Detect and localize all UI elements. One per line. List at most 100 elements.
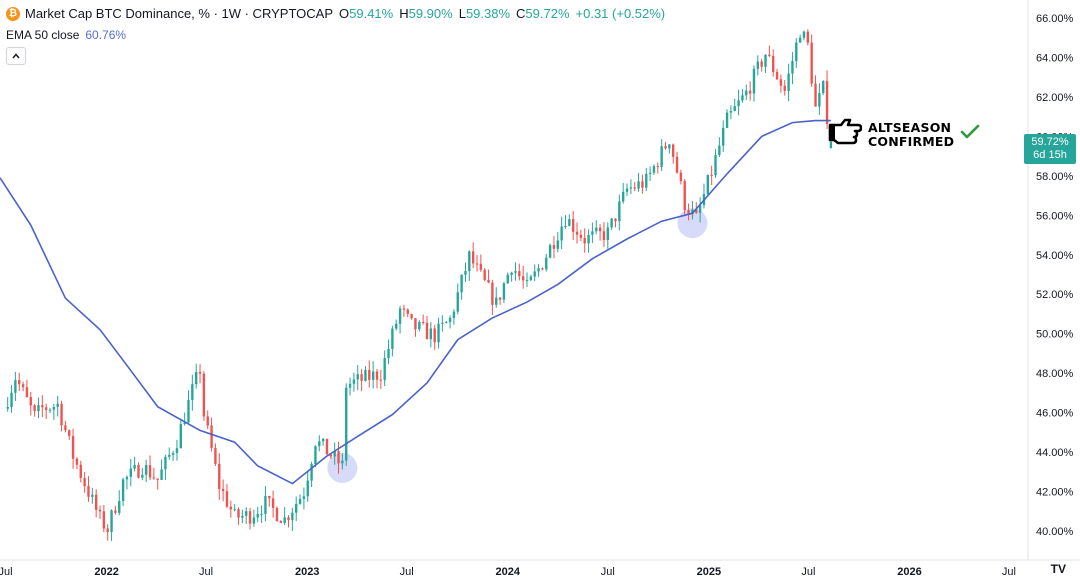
candle-body: [410, 313, 413, 319]
ema-line: [0, 119, 831, 485]
chevron-up-icon[interactable]: [6, 47, 26, 65]
candle-body: [171, 453, 175, 455]
candle-body: [691, 209, 694, 215]
candle-body: [602, 231, 606, 241]
candle-body: [733, 106, 736, 111]
candle-body: [525, 280, 529, 282]
candle-body: [345, 387, 348, 461]
candle-body: [560, 226, 563, 241]
candle-body: [648, 172, 652, 174]
candle-body: [791, 61, 794, 74]
candle-body: [706, 174, 710, 195]
low-value: 59.38%: [465, 6, 511, 21]
candle-body: [360, 374, 363, 381]
y-tick-label: 62.00%: [1036, 92, 1074, 104]
ema-legend[interactable]: EMA 50 close 60.76%: [6, 28, 126, 42]
candle-body: [352, 379, 356, 384]
candle-body: [483, 269, 486, 280]
candle-body: [421, 322, 425, 324]
x-tick-label: Jul: [1002, 566, 1016, 578]
candle-body: [56, 403, 59, 407]
candle-body: [529, 276, 533, 281]
candle-body: [321, 438, 325, 442]
candle-body: [498, 297, 502, 300]
candle-body: [664, 146, 667, 149]
candle-body: [695, 209, 698, 213]
candle-body: [121, 479, 125, 502]
candle-body: [337, 451, 340, 464]
candle-body: [218, 463, 221, 489]
candle-body: [194, 371, 198, 385]
candle-body: [25, 387, 29, 398]
x-tick-label: Jul: [0, 566, 13, 578]
candle-body: [552, 245, 556, 249]
altseason-annotation: ALTSEASON CONFIRMED: [828, 117, 980, 152]
candle-body: [652, 166, 656, 173]
candle-body: [179, 424, 182, 449]
y-tick-label: 42.00%: [1036, 487, 1074, 499]
candle-body: [645, 173, 648, 188]
candle-body: [379, 379, 383, 381]
candle-body: [402, 308, 406, 310]
candle-body: [252, 517, 256, 524]
candles: [6, 29, 833, 541]
candle-body: [318, 441, 321, 447]
candle-body: [598, 227, 602, 232]
candle-body: [629, 187, 633, 189]
y-tick-label: 64.00%: [1036, 52, 1074, 64]
candle-body: [437, 323, 440, 343]
candle-body: [398, 308, 402, 324]
candle-body: [671, 144, 675, 157]
candle-body: [487, 279, 490, 283]
candle-body: [183, 422, 186, 425]
candle-body: [164, 456, 167, 470]
candle-body: [729, 110, 733, 113]
candle-body: [329, 454, 333, 457]
tradingview-logo[interactable]: TV: [1050, 562, 1066, 576]
candle-body: [656, 166, 659, 168]
candle-body: [198, 371, 202, 374]
candle-body: [364, 369, 367, 381]
candle-body: [502, 283, 506, 300]
y-tick-label: 54.00%: [1036, 250, 1074, 262]
candle-body: [548, 245, 552, 258]
candle-body: [44, 407, 48, 410]
y-tick-label: 48.00%: [1036, 368, 1074, 380]
bitcoin-icon: ₿: [6, 6, 20, 21]
candle-body: [79, 464, 82, 478]
candle-body: [414, 318, 417, 330]
candle-body: [822, 80, 825, 94]
candle-body: [18, 380, 21, 385]
highlight-markers: [327, 208, 708, 483]
candle-body: [591, 231, 594, 235]
candle-body: [764, 54, 767, 67]
candle-body: [233, 509, 236, 511]
candle-body: [618, 201, 621, 222]
candle-body: [614, 218, 617, 222]
chart-header: ₿ Market Cap BTC Dominance, % · 1W · CRY…: [6, 6, 665, 21]
ema-label: EMA 50 close: [6, 28, 80, 42]
pointing-hand-icon: [828, 117, 863, 152]
x-tick-label: Jul: [199, 566, 213, 578]
candle-body: [756, 61, 760, 69]
candle-body: [33, 405, 36, 412]
candle-body: [491, 282, 494, 305]
candle-body: [98, 509, 102, 512]
candle-body: [102, 511, 106, 529]
candle-body: [302, 496, 306, 499]
candle-body: [621, 191, 625, 202]
candle-body: [371, 371, 375, 380]
x-tick-label: 2026: [897, 566, 921, 578]
annotation-line-1: ALTSEASON: [868, 119, 952, 135]
candle-body: [445, 322, 448, 324]
candle-body: [406, 309, 409, 314]
candle-body: [564, 225, 567, 227]
candle-body: [456, 292, 459, 312]
x-tick-label: Jul: [801, 566, 815, 578]
candle-body: [83, 477, 86, 487]
candle-body: [668, 144, 671, 149]
candle-body: [795, 42, 798, 62]
candle-body: [187, 399, 190, 423]
candle-body: [768, 54, 771, 57]
